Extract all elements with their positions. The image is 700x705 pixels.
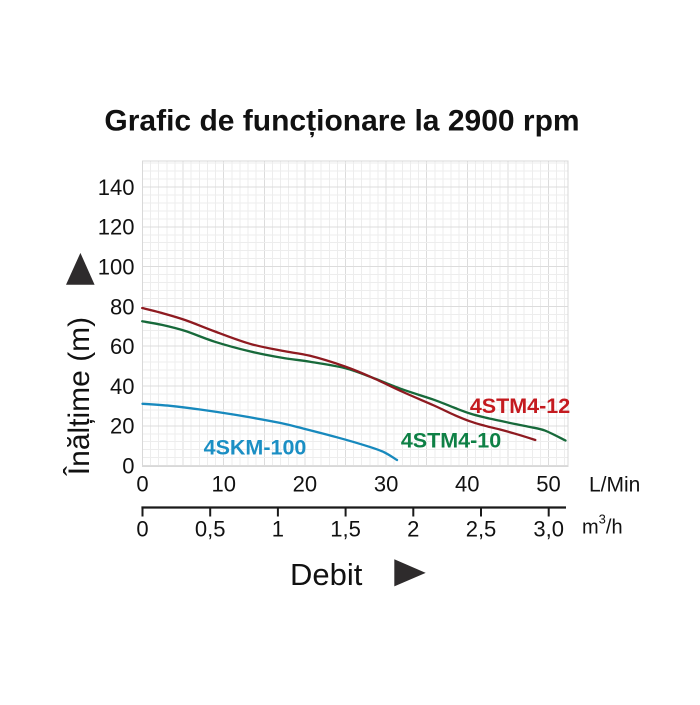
svg-text:2,5: 2,5 [466, 517, 497, 542]
svg-text:1: 1 [272, 517, 284, 542]
svg-text:80: 80 [110, 294, 134, 319]
svg-text:2: 2 [407, 517, 419, 542]
svg-text:0: 0 [136, 517, 148, 542]
svg-text:Debit: Debit [290, 557, 363, 592]
svg-text:0: 0 [122, 454, 134, 479]
svg-text:60: 60 [110, 334, 134, 359]
svg-text:30: 30 [374, 472, 398, 497]
svg-text:140: 140 [98, 175, 135, 200]
svg-text:4STM4-12: 4STM4-12 [470, 394, 570, 418]
svg-text:50: 50 [536, 472, 560, 497]
svg-text:40: 40 [110, 374, 134, 399]
svg-text:Grafic de funcționare la 2900: Grafic de funcționare la 2900 rpm [104, 105, 579, 138]
svg-text:100: 100 [98, 255, 135, 280]
svg-text:0: 0 [136, 472, 148, 497]
svg-text:1,5: 1,5 [330, 517, 361, 542]
svg-text:120: 120 [98, 215, 135, 240]
svg-text:40: 40 [455, 472, 479, 497]
svg-text:4STM4-10: 4STM4-10 [401, 429, 501, 453]
svg-text:20: 20 [293, 472, 317, 497]
svg-text:3,0: 3,0 [533, 517, 564, 542]
svg-text:4SKM-100: 4SKM-100 [204, 436, 307, 460]
svg-text:L/Min: L/Min [589, 474, 640, 497]
svg-text:20: 20 [110, 414, 134, 439]
svg-text:Înălțime (m): Înălțime (m) [63, 317, 96, 476]
svg-text:10: 10 [211, 472, 235, 497]
svg-text:0,5: 0,5 [195, 517, 226, 542]
